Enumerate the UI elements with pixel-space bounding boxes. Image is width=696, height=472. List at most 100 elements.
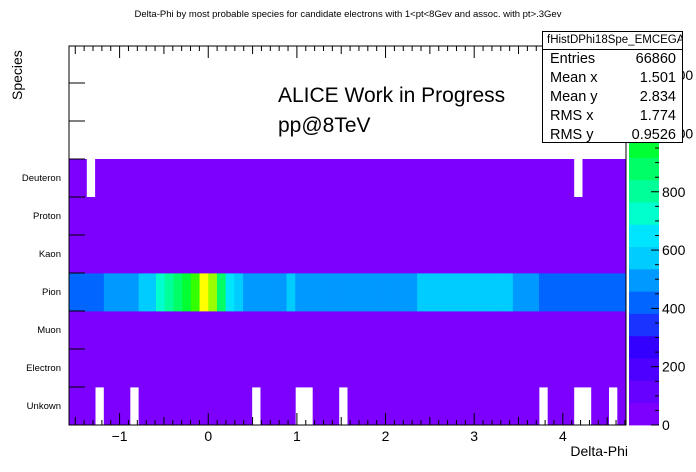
heatmap-cell <box>469 349 479 388</box>
heatmap-cell <box>295 197 305 236</box>
heatmap-cell <box>303 235 314 274</box>
heatmap-cell <box>434 235 444 274</box>
heatmap-cell <box>199 159 209 198</box>
heatmap-cell <box>443 273 453 312</box>
heatmap-cell <box>556 387 566 426</box>
heatmap-cell <box>451 273 462 312</box>
heatmap-cell <box>286 273 296 312</box>
heatmap-cell <box>399 387 409 426</box>
heatmap-cell <box>373 387 383 426</box>
heatmap-cell <box>504 273 514 312</box>
heatmap-cell <box>77 349 87 388</box>
heatmap-cell <box>469 273 479 312</box>
heatmap-cell <box>451 349 462 388</box>
heatmap-cell <box>391 159 401 198</box>
heatmap-cell <box>399 235 409 274</box>
heatmap-cell <box>434 197 444 236</box>
heatmap-cell <box>112 235 122 274</box>
heatmap-cell <box>617 197 627 236</box>
heatmap-cell <box>182 387 192 426</box>
heatmap-cell <box>321 311 331 350</box>
heatmap-cell <box>95 349 105 388</box>
heatmap-cell <box>617 159 627 198</box>
heatmap-cell <box>478 159 488 198</box>
color-scale-segment <box>629 179 659 203</box>
heatmap-cell <box>338 349 348 388</box>
heatmap-cell <box>382 349 392 388</box>
heatmap-cell <box>347 273 357 312</box>
heatmap-cell <box>112 387 122 426</box>
heatmap-cell <box>582 197 592 236</box>
heatmap-cell <box>303 349 314 388</box>
heatmap-cell <box>591 159 601 198</box>
heatmap-cell <box>312 273 322 312</box>
heatmap-cell <box>399 311 409 350</box>
stats-key: RMS y <box>550 127 594 143</box>
heatmap-cell <box>129 235 140 274</box>
heatmap-cell <box>303 159 314 198</box>
heatmap-cell <box>312 349 322 388</box>
heatmap-cell <box>190 197 200 236</box>
heatmap-cell <box>617 349 627 388</box>
heatmap-cell <box>208 349 218 388</box>
heatmap-cell <box>530 197 540 236</box>
heatmap-cell <box>295 311 305 350</box>
x-tick-label: 4 <box>559 428 567 444</box>
heatmap-cell <box>303 311 314 350</box>
heatmap-cell <box>425 197 435 236</box>
heatmap-cell <box>373 311 383 350</box>
heatmap-cell <box>277 273 287 312</box>
heatmap-cell <box>199 387 209 426</box>
heatmap-cell <box>269 235 279 274</box>
heatmap-cell <box>338 235 348 274</box>
stats-value: 66860 <box>635 51 676 67</box>
heatmap-cell <box>356 311 366 350</box>
heatmap-cell <box>417 197 427 236</box>
heatmap-cell <box>495 197 505 236</box>
heatmap-cell <box>364 349 375 388</box>
heatmap-cell <box>504 387 514 426</box>
heatmap-cell <box>364 311 375 350</box>
heatmap-cell <box>434 349 444 388</box>
heatmap-cell <box>69 311 79 350</box>
heatmap-cell <box>312 311 322 350</box>
heatmap-cell <box>243 387 253 426</box>
stats-key: RMS x <box>550 108 594 124</box>
heatmap-cell <box>417 349 427 388</box>
heatmap-cell <box>286 235 296 274</box>
heatmap-cell <box>147 387 157 426</box>
heatmap-cell <box>216 159 227 198</box>
heatmap-cell <box>591 387 601 426</box>
heatmap-cell <box>330 159 340 198</box>
heatmap-cell <box>190 349 200 388</box>
heatmap-cell <box>277 387 287 426</box>
heatmap-cell <box>121 197 131 236</box>
heatmap-cell <box>608 159 618 198</box>
heatmap-cell <box>582 235 592 274</box>
heatmap-cell <box>199 235 209 274</box>
heatmap-cell <box>164 235 174 274</box>
heatmap-cell <box>512 311 522 350</box>
heatmap-cell <box>95 235 105 274</box>
heatmap-cell <box>199 311 209 350</box>
heatmap-cell <box>173 197 183 236</box>
heatmap-cell <box>469 387 479 426</box>
heatmap-cell <box>547 311 557 350</box>
heatmap-cell <box>425 311 435 350</box>
heatmap-cell <box>243 197 253 236</box>
heatmap-cell <box>86 387 96 426</box>
heatmap-cell <box>478 235 488 274</box>
heatmap-cell <box>312 235 322 274</box>
heatmap-cell <box>156 311 166 350</box>
heatmap-cell <box>617 311 627 350</box>
heatmap-cell <box>103 159 113 198</box>
heatmap-cell <box>208 311 218 350</box>
heatmap-cell <box>425 235 435 274</box>
heatmap-cell <box>582 273 592 312</box>
heatmap-cell <box>495 235 505 274</box>
heatmap-cell <box>373 235 383 274</box>
stats-box: fHistDPhi18Spe_EMCEGA Entries 66860 Mean … <box>542 31 683 143</box>
heatmap-cell <box>86 235 96 274</box>
heatmap-cell <box>77 311 87 350</box>
heatmap-cell <box>321 159 331 198</box>
